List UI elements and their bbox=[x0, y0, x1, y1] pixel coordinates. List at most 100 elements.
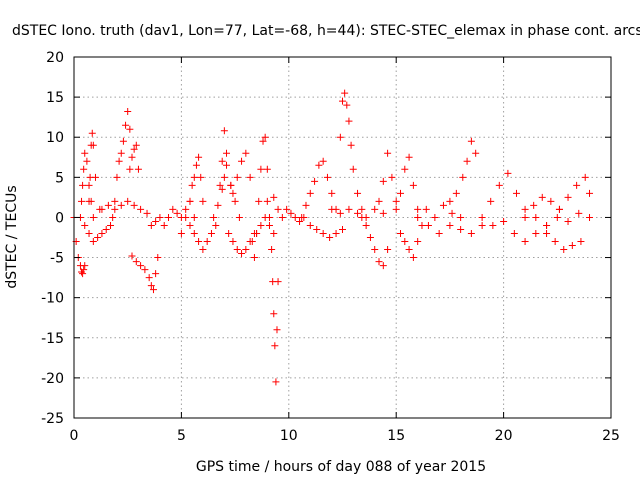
data-point-arc-o bbox=[233, 173, 241, 181]
data-point-arc-x bbox=[358, 213, 366, 221]
data-point-arc-n bbox=[238, 250, 246, 258]
data-point-arc-h bbox=[147, 282, 155, 290]
data-point-arc-g bbox=[98, 205, 106, 213]
data-point-arc-ad bbox=[478, 221, 486, 229]
x-tick-label: 10 bbox=[280, 428, 298, 444]
data-point-arc-w bbox=[379, 209, 387, 217]
data-point-arc-af bbox=[489, 221, 497, 229]
data-point-arc-g bbox=[143, 209, 151, 217]
data-point-arc-o bbox=[229, 189, 237, 197]
data-point-arc-f bbox=[130, 145, 138, 153]
data-point-arc-w bbox=[371, 205, 379, 213]
data-point-arc-e bbox=[124, 108, 132, 116]
data-point-arc-j bbox=[192, 161, 200, 169]
data-point-arc-k bbox=[186, 221, 194, 229]
x-axis-label: GPS time / hours of day 088 of year 2015 bbox=[196, 459, 486, 475]
data-point-arc-ac bbox=[463, 157, 471, 165]
data-point-arc-ah bbox=[551, 238, 559, 246]
data-point-arc-aa bbox=[396, 229, 404, 237]
data-point-arc-e bbox=[113, 173, 121, 181]
y-tick-label: 20 bbox=[46, 50, 64, 66]
data-point-arc-x bbox=[362, 221, 370, 229]
data-point-arc-ac bbox=[446, 197, 454, 205]
data-point-arc-a bbox=[79, 270, 87, 278]
data-point-arc-x bbox=[384, 246, 392, 254]
data-point-arc-u bbox=[313, 225, 321, 233]
data-point-arc-ac bbox=[467, 137, 475, 145]
data-point-arc-e bbox=[117, 149, 125, 157]
data-point-arc-h bbox=[132, 258, 140, 266]
axes: 0 5 10 15 20 25 -25 -20 -15 -10 -5 0 5 10 15 20 bbox=[41, 50, 620, 444]
data-point-arc-e bbox=[111, 197, 119, 205]
data-point-arc-m bbox=[216, 181, 224, 189]
data-point-arc-o bbox=[246, 173, 254, 181]
data-point-arc-ab bbox=[422, 205, 430, 213]
data-point-arc-v bbox=[339, 97, 346, 105]
data-point-arc-s bbox=[274, 205, 282, 213]
data-point-arc-b bbox=[83, 157, 91, 165]
chart-title: dSTEC Iono. truth (dav1, Lon=77, Lat=-68… bbox=[12, 23, 640, 39]
data-point-arc-l bbox=[235, 213, 243, 221]
data-point-arc-j bbox=[188, 181, 196, 189]
data-point-arc-b bbox=[85, 181, 93, 189]
data-point-arc-g bbox=[130, 201, 138, 209]
data-point-arc-p bbox=[257, 165, 265, 173]
data-point-arc-ai bbox=[564, 193, 572, 201]
x-tick-label: 5 bbox=[177, 428, 186, 444]
data-point-arc-r bbox=[271, 342, 279, 350]
data-point-arc-af bbox=[510, 229, 518, 237]
data-point-arc-ac bbox=[472, 149, 480, 157]
data-point-arc-r bbox=[272, 378, 280, 386]
data-point-arc-a bbox=[80, 266, 88, 274]
data-point-arc-ae bbox=[478, 213, 486, 221]
data-point-arc-l bbox=[220, 173, 228, 181]
data-point-arc-aa bbox=[401, 238, 409, 246]
data-point-arc-x bbox=[371, 246, 379, 254]
data-point-arc-ai bbox=[586, 189, 594, 197]
y-tick-label: -15 bbox=[41, 331, 64, 347]
data-point-arc-g bbox=[137, 205, 145, 213]
data-point-arc-q bbox=[253, 229, 261, 237]
data-point-arc-ai bbox=[555, 205, 563, 213]
data-point-arc-v bbox=[345, 117, 353, 125]
x-tick-label: 20 bbox=[495, 428, 513, 444]
y-tick-label: -25 bbox=[41, 411, 64, 427]
data-point-arc-s bbox=[283, 205, 291, 213]
data-point-arc-j bbox=[182, 213, 190, 221]
y-tick-label: -5 bbox=[50, 251, 64, 267]
data-point-arc-af bbox=[500, 217, 508, 225]
data-point-arc-i bbox=[152, 217, 160, 225]
data-point-arc-i bbox=[182, 205, 190, 213]
data-point-arc-r bbox=[268, 246, 276, 254]
data-point-arc-ah bbox=[568, 242, 576, 250]
data-point-arc-ag bbox=[521, 213, 529, 221]
data-point-arc-y bbox=[392, 197, 400, 205]
data-point-arc-aa bbox=[414, 238, 422, 246]
data-point-arc-ai bbox=[573, 181, 581, 189]
data-point-arc-g bbox=[104, 201, 112, 209]
data-point-arc-u bbox=[326, 234, 334, 241]
data-point-arc-c bbox=[91, 173, 99, 181]
data-point-arc-f bbox=[134, 165, 142, 173]
data-point-arc-p bbox=[250, 254, 258, 262]
data-point-arc-v bbox=[358, 205, 366, 213]
data-point-arc-ab bbox=[431, 213, 439, 221]
x-tick-label: 15 bbox=[387, 428, 405, 444]
data-point-arc-ad bbox=[446, 221, 454, 229]
data-point-arc-t bbox=[298, 213, 306, 221]
data-point-arc-ac bbox=[459, 173, 467, 181]
data-point-arc-aj bbox=[564, 217, 572, 225]
data-point-arc-ab bbox=[457, 213, 465, 221]
data-point-arc-a bbox=[81, 262, 89, 270]
data-point-arc-i bbox=[173, 209, 181, 217]
data-point-arc-h bbox=[145, 274, 153, 282]
data-point-arc-y bbox=[379, 177, 387, 185]
data-point-arc-q bbox=[265, 221, 273, 229]
data-point-arc-b bbox=[89, 213, 97, 221]
data-point-arc-g bbox=[117, 201, 125, 209]
data-point-arc-r bbox=[265, 213, 273, 221]
data-point-arc-j bbox=[190, 173, 198, 181]
data-point-arc-ad bbox=[435, 229, 443, 237]
data-point-arc-ag bbox=[530, 201, 538, 209]
